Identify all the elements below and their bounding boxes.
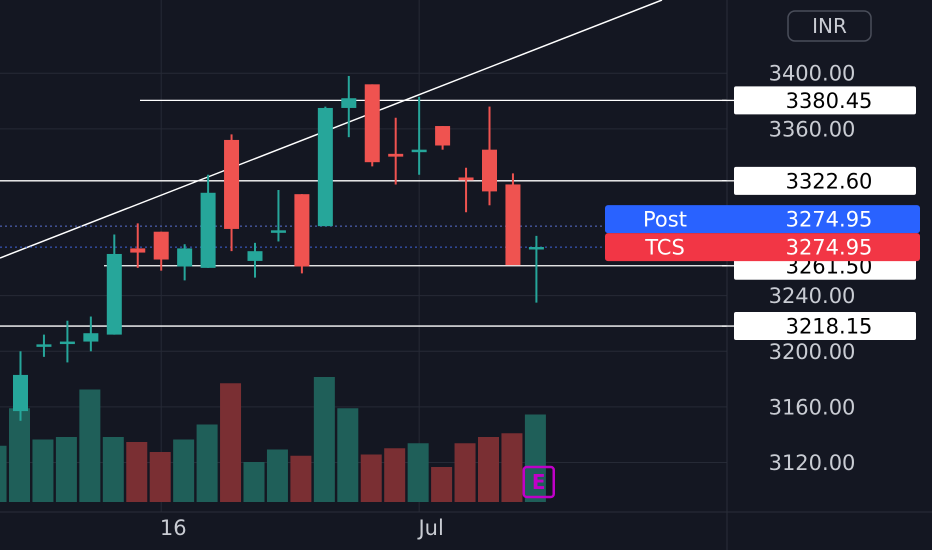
volume-bar [384, 448, 406, 502]
candle-body [270, 230, 286, 233]
price-flag-name: Post [643, 208, 687, 232]
volume-bar [149, 452, 171, 502]
time-axis[interactable]: 16 Jul [160, 516, 444, 540]
candle-body [59, 341, 75, 345]
candle-body [505, 184, 521, 266]
level-price-box [734, 312, 916, 341]
candle-body [341, 98, 357, 108]
currency-label: INR [812, 14, 847, 38]
level-price-text: 3322.60 [786, 169, 873, 193]
currency-badge[interactable]: INR [787, 10, 872, 42]
volume-bar [478, 437, 499, 502]
price-tick-label: 3240.00 [769, 284, 856, 308]
price-tick-label: 3200.00 [769, 340, 856, 364]
volume-bar [454, 443, 476, 502]
level-price-text: 3218.15 [786, 315, 873, 339]
candle-body [130, 248, 146, 253]
volume-bar [32, 439, 54, 502]
candle-body [83, 333, 99, 342]
candle-body [364, 84, 380, 163]
price-flag-value: 3274.95 [786, 208, 873, 232]
candle-body [13, 374, 28, 412]
volume-bar [55, 437, 77, 502]
volume-bar [196, 424, 218, 502]
candle-body [247, 251, 263, 261]
candle-body [177, 248, 193, 267]
volume-bar [524, 414, 546, 502]
candle-body [36, 344, 52, 347]
volume-bar [173, 439, 195, 502]
candle-body [482, 149, 497, 192]
price-tick-label: 3400.00 [769, 62, 856, 86]
candle-body [153, 231, 169, 260]
candle-body [528, 247, 544, 250]
time-tick-label: Jul [416, 516, 443, 540]
volume-bar [243, 462, 265, 502]
volume-bar [266, 449, 288, 502]
candle-body [294, 194, 310, 267]
earnings-marker-label: E [532, 470, 546, 494]
volume-bar [407, 443, 429, 502]
candle-body [317, 107, 333, 227]
volume-bar [9, 408, 30, 502]
price-tick-label: 3120.00 [769, 451, 856, 475]
level-price-box [734, 86, 916, 115]
earnings-marker-frame[interactable] [522, 465, 555, 499]
volume-bar [501, 433, 523, 502]
volume-bar [360, 454, 382, 502]
candlesticks [13, 75, 544, 421]
currency-badge-frame [787, 10, 872, 42]
candle-body [411, 149, 427, 153]
volume-bar [0, 445, 7, 502]
level-price-text: 3380.45 [786, 89, 873, 113]
candle-body [224, 139, 240, 229]
candle-body [458, 177, 474, 181]
candle-body [106, 253, 122, 335]
price-flag-post [605, 205, 920, 234]
price-flag-tcs [605, 233, 920, 262]
volume-bar [431, 467, 453, 502]
price-flag-value: 3274.95 [786, 236, 873, 260]
earnings-marker[interactable]: E [522, 465, 555, 499]
volume-bar [220, 383, 242, 502]
volume-bar [337, 408, 359, 502]
volume-bar [102, 437, 124, 502]
volume-bar [313, 377, 335, 502]
price-tick-label: 3360.00 [769, 117, 856, 141]
time-tick-label: 16 [160, 516, 187, 540]
candle-body [435, 126, 451, 146]
level-price-box [734, 166, 916, 195]
volume-bars [0, 377, 546, 502]
price-axis[interactable]: 3400.00 3360.00 3240.00 3200.00 3160.00 3120.… [769, 62, 856, 475]
volume-bar [79, 389, 101, 502]
price-flag-name: TCS [644, 236, 685, 260]
volume-bar [290, 455, 312, 502]
volume-bar [126, 442, 148, 502]
price-tick-label: 3160.00 [769, 395, 856, 419]
candle-body [200, 192, 216, 268]
candle-body [388, 153, 404, 157]
